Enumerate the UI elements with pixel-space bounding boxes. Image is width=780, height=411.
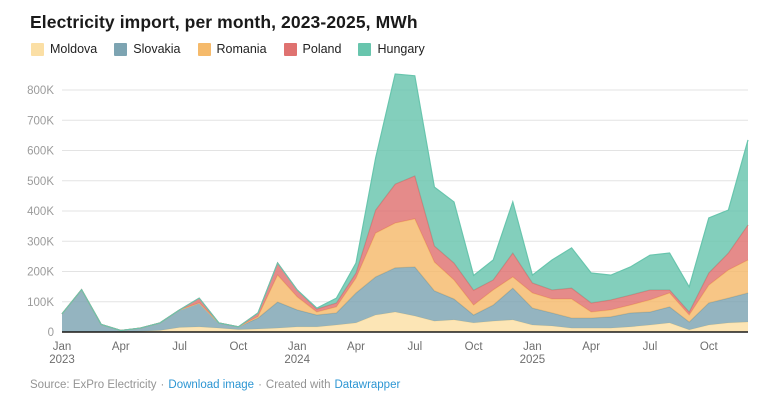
area-hungary bbox=[62, 73, 748, 331]
x-axis-year-label: 2023 bbox=[49, 354, 75, 366]
y-axis-tick-label: 0 bbox=[48, 327, 54, 339]
legend-item-romania: Romania bbox=[197, 42, 267, 56]
legend-label: Romania bbox=[216, 42, 267, 56]
x-axis-tick-label: Oct bbox=[465, 341, 484, 353]
area-top-edge-hungary bbox=[61, 73, 749, 332]
legend-item-hungary: Hungary bbox=[358, 42, 425, 56]
y-axis-tick-label: 500K bbox=[27, 176, 54, 188]
y-axis-tick-label: 300K bbox=[27, 236, 54, 248]
romania-swatch-icon bbox=[197, 42, 211, 56]
page-title: Electricity import, per month, 2023-2025… bbox=[30, 12, 418, 32]
poland-swatch-icon bbox=[283, 42, 297, 56]
moldova-swatch-icon bbox=[31, 42, 44, 56]
x-axis-tick-label: Jan bbox=[523, 341, 542, 353]
download-image-link[interactable]: Download image bbox=[168, 379, 255, 391]
x-axis-year-label: 2025 bbox=[520, 354, 546, 366]
hungary-swatch-icon bbox=[358, 42, 372, 56]
x-axis-tick-label: Jul bbox=[172, 341, 187, 353]
legend-label: Moldova bbox=[50, 42, 98, 56]
x-axis-tick-label: Apr bbox=[347, 341, 365, 353]
x-axis-tick-label: Jan bbox=[288, 341, 307, 353]
x-axis-tick-label: Apr bbox=[112, 341, 130, 353]
x-axis-tick-label: Jan bbox=[53, 341, 72, 353]
legend: Moldova Slovakia Romania Poland Hungary bbox=[31, 42, 425, 56]
x-axis-tick-label: Jul bbox=[643, 341, 658, 353]
x-axis-tick-label: Apr bbox=[582, 341, 600, 353]
y-axis-tick-label: 600K bbox=[27, 146, 54, 158]
x-axis-tick-label: Jul bbox=[407, 341, 422, 353]
area-poland bbox=[62, 175, 748, 331]
source-text: Source: ExPro Electricity bbox=[30, 379, 157, 391]
x-axis-tick-label: Oct bbox=[229, 341, 248, 353]
x-axis-year-label: 2024 bbox=[284, 354, 310, 366]
area-slovakia bbox=[62, 266, 748, 332]
y-axis-tick-label: 700K bbox=[27, 115, 54, 127]
legend-label: Hungary bbox=[377, 42, 425, 56]
legend-item-slovakia: Slovakia bbox=[114, 42, 181, 56]
y-axis-tick-label: 100K bbox=[27, 297, 54, 309]
legend-label: Slovakia bbox=[133, 42, 181, 56]
datawrapper-link[interactable]: Datawrapper bbox=[334, 379, 401, 391]
y-axis-tick-label: 400K bbox=[27, 206, 54, 218]
footer-separator: · bbox=[258, 379, 262, 391]
legend-label: Poland bbox=[302, 42, 342, 56]
chart-footer: Source: ExPro Electricity · Download image… bbox=[30, 379, 400, 391]
legend-item-moldova: Moldova bbox=[31, 42, 97, 56]
created-with-text: Created with bbox=[265, 379, 331, 391]
area-moldova bbox=[62, 312, 748, 332]
y-axis-tick-label: 800K bbox=[27, 85, 54, 97]
x-axis-tick-label: Oct bbox=[700, 341, 719, 353]
y-axis-tick-label: 200K bbox=[27, 267, 54, 279]
stacked-area-chart: 0100K200K300K400K500K600K700K800KJan2023… bbox=[27, 73, 749, 366]
legend-item-poland: Poland bbox=[283, 42, 342, 56]
footer-separator: · bbox=[160, 379, 165, 391]
slovakia-swatch-icon bbox=[114, 42, 128, 56]
